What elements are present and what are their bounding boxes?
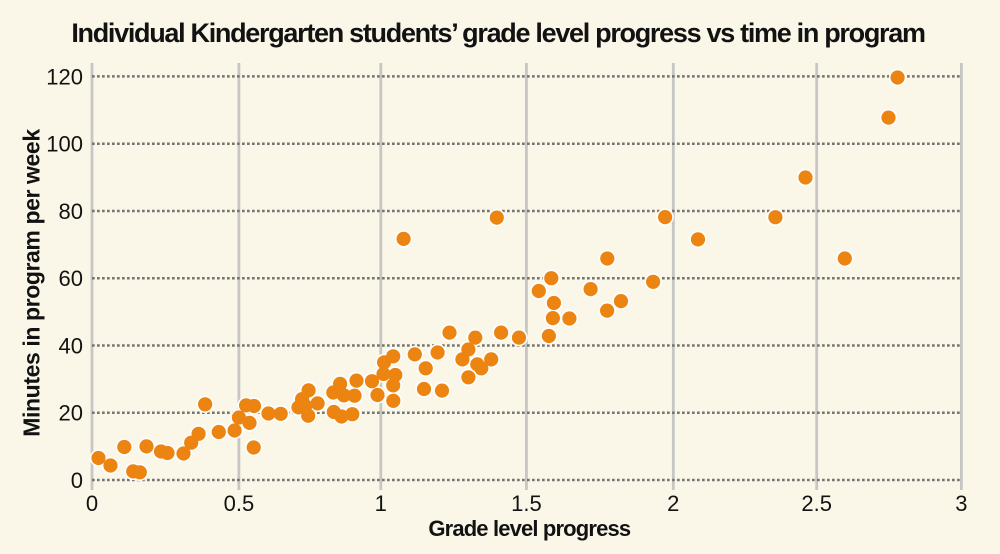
svg-text:Grade level progress: Grade level progress <box>428 516 630 541</box>
svg-text:2.5: 2.5 <box>801 491 832 516</box>
svg-text:1.5: 1.5 <box>511 491 542 516</box>
svg-text:1: 1 <box>375 491 387 516</box>
svg-text:3: 3 <box>955 491 967 516</box>
svg-text:120: 120 <box>46 64 83 89</box>
svg-text:40: 40 <box>59 334 83 359</box>
svg-text:0: 0 <box>86 491 98 516</box>
svg-text:20: 20 <box>59 401 83 426</box>
svg-text:Minutes in program per week: Minutes in program per week <box>19 129 45 437</box>
svg-text:100: 100 <box>46 132 83 157</box>
svg-text:0: 0 <box>71 468 83 493</box>
svg-text:2: 2 <box>667 491 679 516</box>
svg-text:0.5: 0.5 <box>224 491 255 516</box>
svg-text:60: 60 <box>59 266 83 291</box>
svg-text:Individual Kindergarten studen: Individual Kindergarten students’ grade … <box>71 18 925 48</box>
svg-text:80: 80 <box>59 199 83 224</box>
